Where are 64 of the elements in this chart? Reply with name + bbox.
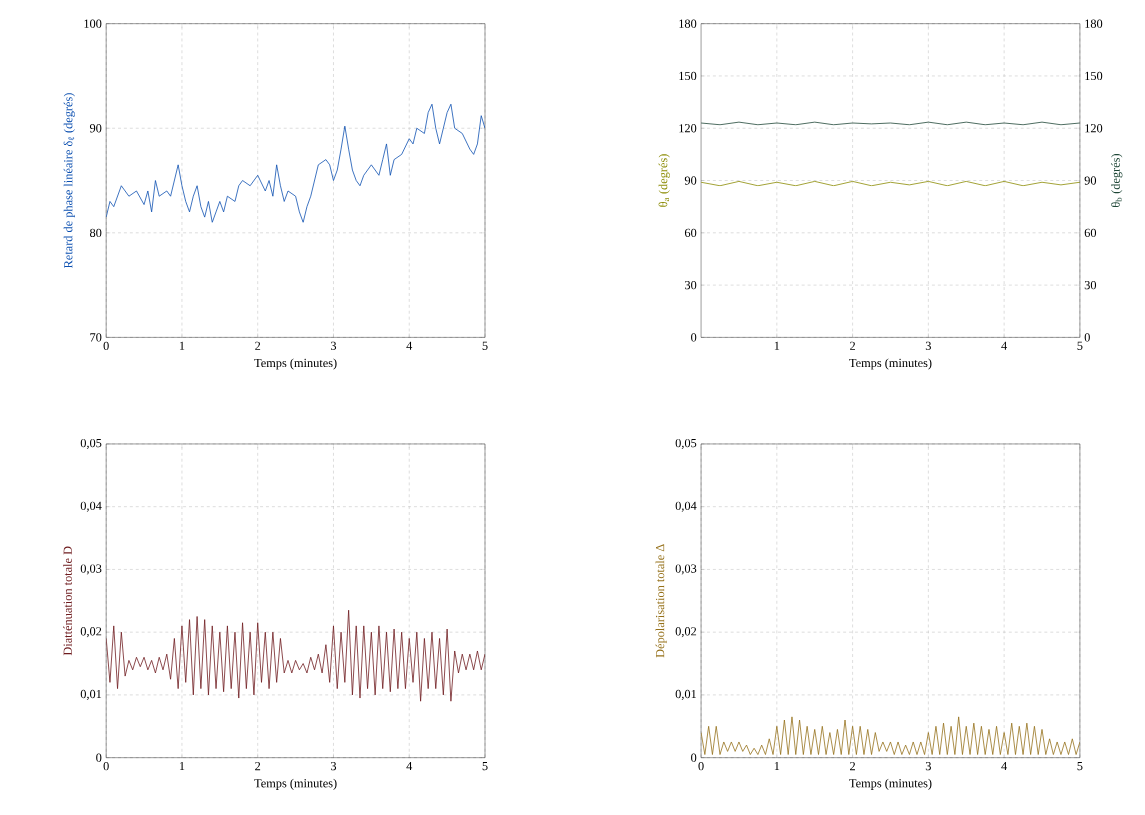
y2-tick-label: 0	[1084, 333, 1090, 342]
y-tick-label: 60	[684, 228, 697, 238]
x-axis-title: Temps (minutes)	[254, 778, 337, 790]
y-tick-label: 70	[90, 333, 102, 342]
x-tick-label: 4	[406, 341, 413, 350]
y2-axis-title: θ$_{b}$ (degrés)	[1111, 154, 1123, 208]
x-tick-label: 5	[482, 341, 488, 350]
y2-tick-label: 120	[1085, 124, 1103, 133]
y2-tick-label: 30	[1084, 281, 1097, 290]
x-tick-label: 3	[925, 341, 931, 351]
x-tick-label: 0	[103, 341, 109, 351]
x-tick-label: 1	[179, 762, 185, 771]
y2-tick-label: 150	[1085, 71, 1103, 81]
x-tick-label: 2	[255, 341, 261, 350]
line-series	[106, 609, 486, 702]
x-tick-label: 4	[1001, 762, 1008, 771]
y-tick-label: 0,01	[675, 689, 697, 701]
y-tick-label: 0,03	[80, 564, 102, 575]
x-tick-label: 2	[255, 762, 261, 771]
x-tick-label: 2	[850, 762, 856, 771]
y-tick-label: 0,05	[80, 438, 102, 450]
y-axis-title: Dépolarisation totale Δ	[655, 544, 667, 658]
x-tick-label: 4	[406, 762, 413, 771]
x-axis-title: Temps (minutes)	[849, 358, 932, 370]
line-series	[701, 716, 1080, 755]
y2-tick-label: 180	[1085, 19, 1103, 28]
y-tick-label: 90	[89, 124, 102, 133]
y-axis-title: Retard de phase linéaire δ$_{ℓ}$ (degrés)	[63, 93, 75, 269]
y-tick-label: 80	[90, 228, 102, 238]
x-tick-label: 1	[774, 762, 780, 771]
y-tick-label: 0,04	[675, 501, 697, 512]
y-tick-label: 0,01	[80, 689, 102, 701]
y-axis-title: θ$_{a}$ (degrés)	[658, 154, 670, 207]
x-tick-label: 5	[482, 762, 488, 771]
y-tick-label: 0	[691, 753, 697, 762]
y-tick-label: 30	[685, 281, 697, 290]
x-tick-label: 2	[850, 341, 856, 350]
x-tick-label: 3	[330, 762, 337, 771]
x-tick-label: 5	[1077, 341, 1083, 350]
y-tick-label: 0,02	[80, 627, 102, 638]
x-tick-label: 4	[1001, 341, 1008, 350]
x-tick-label: 5	[1077, 762, 1083, 771]
x-tick-label: 1	[179, 341, 185, 350]
y2-tick-label: 60	[1084, 228, 1097, 238]
x-axis-title: Temps (minutes)	[849, 778, 932, 790]
y-tick-label: 150	[679, 71, 697, 81]
x-tick-label: 1	[774, 341, 780, 350]
x-tick-label: 3	[925, 762, 931, 771]
y-axis-title: Diatténuation totale D	[63, 546, 72, 656]
y-tick-label: 0	[96, 753, 102, 762]
y-tick-label: 0,03	[675, 564, 697, 575]
x-tick-label: 3	[330, 341, 337, 351]
y-tick-label: 0,02	[675, 627, 697, 638]
y2-tick-label: 90	[1084, 176, 1097, 185]
x-tick-label: 0	[103, 762, 109, 771]
y-tick-label: 0	[691, 333, 697, 342]
y-tick-label: 0,05	[675, 438, 697, 450]
y-tick-label: 120	[679, 124, 697, 133]
x-axis-title: Temps (minutes)	[254, 358, 337, 370]
y-tick-label: 0,04	[80, 501, 102, 512]
x-tick-label: 0	[698, 762, 704, 771]
y-tick-label: 90	[684, 176, 697, 185]
y-tick-label: 100	[84, 19, 102, 28]
y-tick-label: 180	[679, 19, 697, 28]
